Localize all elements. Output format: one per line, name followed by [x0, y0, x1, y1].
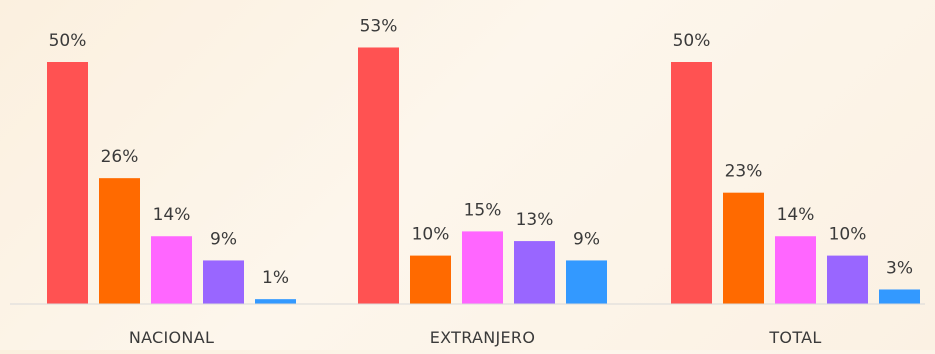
data-label-total-4: 10%	[829, 225, 867, 245]
bar-total-1	[671, 62, 712, 304]
data-label-nacional-2: 26%	[101, 147, 139, 167]
category-label-total: TOTAL	[768, 328, 821, 347]
bars-layer	[47, 47, 920, 304]
category-labels-layer: NACIONAL EXTRANJERO TOTAL	[129, 328, 822, 347]
data-label-extranjero-3: 15%	[464, 200, 502, 220]
data-label-nacional-1: 50%	[49, 31, 87, 51]
data-label-extranjero-1: 53%	[360, 16, 398, 36]
bar-nacional-5	[255, 299, 296, 304]
data-label-nacional-5: 1%	[262, 268, 289, 288]
bar-nacional-3	[151, 236, 192, 304]
bar-nacional-1	[47, 62, 88, 304]
data-label-extranjero-4: 13%	[516, 210, 554, 230]
data-label-total-3: 14%	[777, 205, 815, 225]
bar-nacional-2	[99, 178, 140, 304]
data-label-nacional-3: 14%	[153, 205, 191, 225]
data-label-extranjero-2: 10%	[412, 225, 450, 245]
bar-extranjero-4	[514, 241, 555, 304]
data-label-total-1: 50%	[673, 31, 711, 51]
data-label-extranjero-5: 9%	[573, 229, 600, 249]
bar-total-2	[723, 192, 764, 304]
bar-total-3	[775, 236, 816, 304]
category-label-nacional: NACIONAL	[129, 328, 214, 347]
data-label-nacional-4: 9%	[210, 229, 237, 249]
data-labels-layer: 50% 26% 14% 9% 1% 53% 10% 15% 13% 9% 50% 23% 14% 10% 3…	[49, 16, 913, 288]
bar-extranjero-5	[566, 260, 607, 304]
bar-extranjero-1	[358, 47, 399, 304]
bar-total-5	[879, 289, 920, 304]
bar-extranjero-2	[410, 255, 451, 304]
bar-nacional-4	[203, 260, 244, 304]
bar-extranjero-3	[462, 231, 503, 304]
data-label-total-5: 3%	[886, 258, 913, 278]
category-label-extranjero: EXTRANJERO	[430, 328, 535, 347]
data-label-total-2: 23%	[725, 162, 763, 182]
bar-total-4	[827, 255, 868, 304]
